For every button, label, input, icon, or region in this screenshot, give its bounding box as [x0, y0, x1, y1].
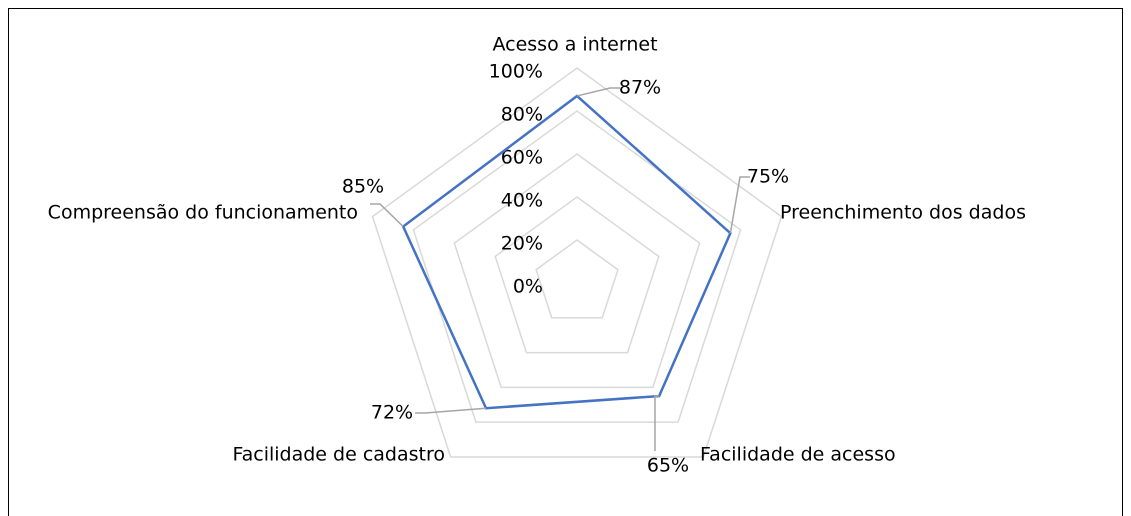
series-line — [401, 94, 732, 410]
grid-ring — [535, 239, 619, 319]
leader-line — [729, 176, 750, 234]
category-label: Facilidade de cadastro — [232, 444, 445, 466]
frame — [8, 8, 1123, 516]
leader-line — [654, 395, 660, 451]
y-tick-label: 20% — [501, 233, 543, 255]
category-label: Facilidade de acesso — [700, 444, 896, 466]
data-label: 87% — [619, 77, 661, 99]
category-label: Compreensão do funcionamento — [48, 202, 358, 224]
data-label: 75% — [747, 166, 789, 188]
y-tick-label: 0% — [513, 276, 543, 298]
grid-ring — [494, 196, 660, 354]
category-label: Preenchimento dos dados — [780, 202, 1026, 224]
grid-ring — [453, 153, 701, 389]
y-tick-label: 80% — [501, 104, 543, 126]
y-tick-label: 60% — [501, 147, 543, 169]
data-label: 72% — [371, 402, 413, 424]
y-tick-label: 100% — [489, 61, 543, 83]
leader-line — [415, 407, 487, 414]
grid-ring — [371, 67, 783, 458]
data-label: 85% — [342, 176, 384, 198]
leader-line — [576, 87, 620, 97]
y-tick-label: 40% — [501, 190, 543, 212]
data-label: 65% — [647, 455, 689, 477]
category-label: Acesso a internet — [492, 34, 657, 56]
leader-line — [370, 203, 404, 228]
grid-ring — [412, 110, 742, 423]
